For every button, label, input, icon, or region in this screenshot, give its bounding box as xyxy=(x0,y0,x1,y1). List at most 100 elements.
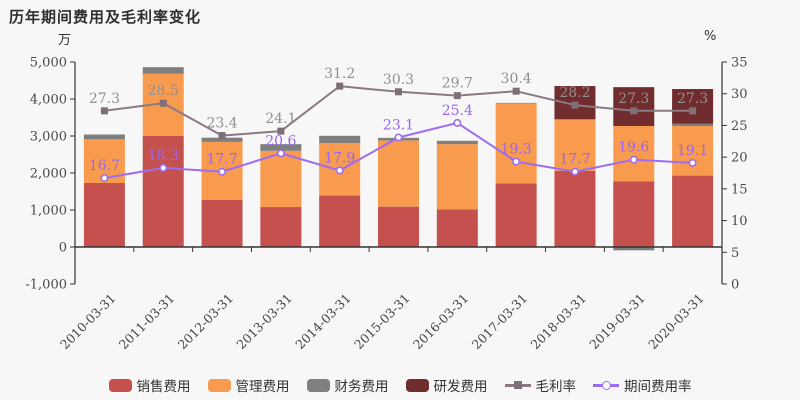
bar-segment-销售费用 xyxy=(260,207,302,247)
bar-segment-管理费用 xyxy=(260,150,302,208)
data-label-期间费用率: 19.3 xyxy=(501,142,532,158)
left-axis-tick-label: 5,000 xyxy=(30,56,67,71)
x-axis-label: 2015-03-31 xyxy=(351,291,413,353)
marker-circle-期间费用率 xyxy=(218,167,227,176)
data-label-毛利率: 27.3 xyxy=(618,91,649,107)
bar-segment-销售费用 xyxy=(83,182,125,247)
right-axis-tick-label: 25 xyxy=(731,119,748,134)
legend-item-研发费用[interactable]: 研发费用 xyxy=(405,375,488,395)
data-label-期间费用率: 17.7 xyxy=(559,152,590,168)
right-axis-tick-label: 20 xyxy=(731,151,748,166)
legend-label: 财务费用 xyxy=(334,379,389,395)
marker-circle-期间费用率 xyxy=(570,167,579,176)
x-axis-label: 2011-03-31 xyxy=(116,291,178,353)
bar-segment-销售费用 xyxy=(672,175,714,247)
legend-item-管理费用[interactable]: 管理费用 xyxy=(207,375,290,395)
left-axis-tick-label: 4,000 xyxy=(30,93,67,108)
bar-segment-财务费用 xyxy=(613,247,655,251)
left-axis-tick-label: 0 xyxy=(59,241,67,256)
data-label-毛利率: 24.1 xyxy=(265,111,296,127)
x-axis-label: 2014-03-31 xyxy=(292,291,354,353)
legend-item-财务费用[interactable]: 财务费用 xyxy=(306,375,389,395)
bar-segment-销售费用 xyxy=(142,136,184,247)
bar-segment-销售费用 xyxy=(319,195,361,247)
data-label-毛利率: 30.3 xyxy=(383,72,414,88)
marker-circle-期间费用率 xyxy=(688,158,697,167)
bar-segment-管理费用 xyxy=(613,126,655,182)
marker-circle-期间费用率 xyxy=(335,166,344,175)
legend-swatch-icon xyxy=(405,378,429,392)
left-axis-tick-label: 2,000 xyxy=(30,167,67,182)
x-axis-label: 2019-03-31 xyxy=(586,291,648,353)
x-axis-label: 2020-03-31 xyxy=(645,291,707,353)
data-label-期间费用率: 17.9 xyxy=(324,150,355,166)
legend-swatch-icon xyxy=(306,378,330,392)
bar-segment-销售费用 xyxy=(378,206,419,247)
bar-segment-研发费用 xyxy=(672,89,714,124)
data-label-毛利率: 31.2 xyxy=(324,66,355,82)
x-axis-label: 2017-03-31 xyxy=(469,291,531,353)
legend-item-期间费用率[interactable]: 期间费用率 xyxy=(593,375,692,395)
bar-segment-销售费用 xyxy=(436,209,478,247)
legend-line-marker-icon xyxy=(593,379,619,391)
bar-segment-财务费用 xyxy=(495,102,537,104)
data-label-期间费用率: 20.6 xyxy=(265,133,296,149)
left-axis-unit-label: 万 xyxy=(58,33,72,48)
right-axis-tick-label: 35 xyxy=(731,56,748,71)
bar-segment-销售费用 xyxy=(495,183,537,247)
data-label-期间费用率: 19.6 xyxy=(618,140,649,156)
marker-square-毛利率 xyxy=(336,82,344,90)
legend-swatch-icon xyxy=(108,378,132,392)
bar-segment-财务费用 xyxy=(201,137,243,142)
right-axis-unit-label: % xyxy=(704,29,717,44)
legend-label: 管理费用 xyxy=(235,379,290,395)
marker-circle-期间费用率 xyxy=(512,157,521,166)
data-label-毛利率: 27.3 xyxy=(677,91,708,107)
x-axis-label: 2016-03-31 xyxy=(410,291,472,353)
marker-square-毛利率 xyxy=(453,92,461,100)
marker-square-毛利率 xyxy=(571,101,579,109)
data-label-毛利率: 28.2 xyxy=(559,85,590,101)
bar-segment-销售费用 xyxy=(554,170,596,247)
data-label-期间费用率: 25.4 xyxy=(442,103,473,119)
legend-item-销售费用[interactable]: 销售费用 xyxy=(108,375,191,395)
marker-circle-期间费用率 xyxy=(276,149,285,158)
bar-segment-管理费用 xyxy=(554,119,596,171)
bar-segment-财务费用 xyxy=(436,140,478,145)
marker-square-毛利率 xyxy=(689,107,697,115)
legend-line-marker-icon xyxy=(504,379,531,391)
bar-segment-管理费用 xyxy=(495,103,537,184)
legend-label: 销售费用 xyxy=(136,379,191,395)
x-axis-label: 2013-03-31 xyxy=(233,291,295,353)
right-axis-tick-label: 5 xyxy=(731,246,739,261)
bar-segment-研发费用 xyxy=(613,87,655,127)
data-label-毛利率: 27.3 xyxy=(89,91,120,107)
bar-segment-销售费用 xyxy=(201,200,243,247)
data-label-毛利率: 23.4 xyxy=(206,116,237,132)
data-label-毛利率: 28.5 xyxy=(148,83,179,99)
bar-segment-管理费用 xyxy=(436,144,478,210)
marker-square-毛利率 xyxy=(630,107,638,115)
marker-square-毛利率 xyxy=(512,87,520,95)
marker-circle-期间费用率 xyxy=(159,163,168,172)
marker-square-毛利率 xyxy=(218,132,226,140)
bar-segment-财务费用 xyxy=(672,123,714,127)
bar-segment-财务费用 xyxy=(142,67,184,74)
legend-item-毛利率[interactable]: 毛利率 xyxy=(504,375,576,395)
left-axis-tick-label: 3,000 xyxy=(30,130,67,145)
marker-square-毛利率 xyxy=(100,107,108,115)
data-label-期间费用率: 23.1 xyxy=(383,117,414,133)
marker-square-毛利率 xyxy=(159,99,167,107)
x-axis-label: 2010-03-31 xyxy=(57,291,119,353)
bar-segment-管理费用 xyxy=(672,126,714,176)
data-label-期间费用率: 19.1 xyxy=(677,143,708,159)
bar-segment-销售费用 xyxy=(613,181,655,247)
bar-segment-管理费用 xyxy=(378,140,419,207)
chart-legend: 销售费用 管理费用 财务费用 研发费用 毛利率 期间费用率 xyxy=(0,375,800,395)
legend-label: 研发费用 xyxy=(433,379,488,395)
bar-segment-财务费用 xyxy=(319,135,361,144)
data-label-期间费用率: 18.3 xyxy=(148,148,179,164)
data-label-毛利率: 29.7 xyxy=(442,76,473,92)
right-axis-tick-label: 0 xyxy=(731,278,739,293)
right-axis-tick-label: 30 xyxy=(731,87,748,102)
